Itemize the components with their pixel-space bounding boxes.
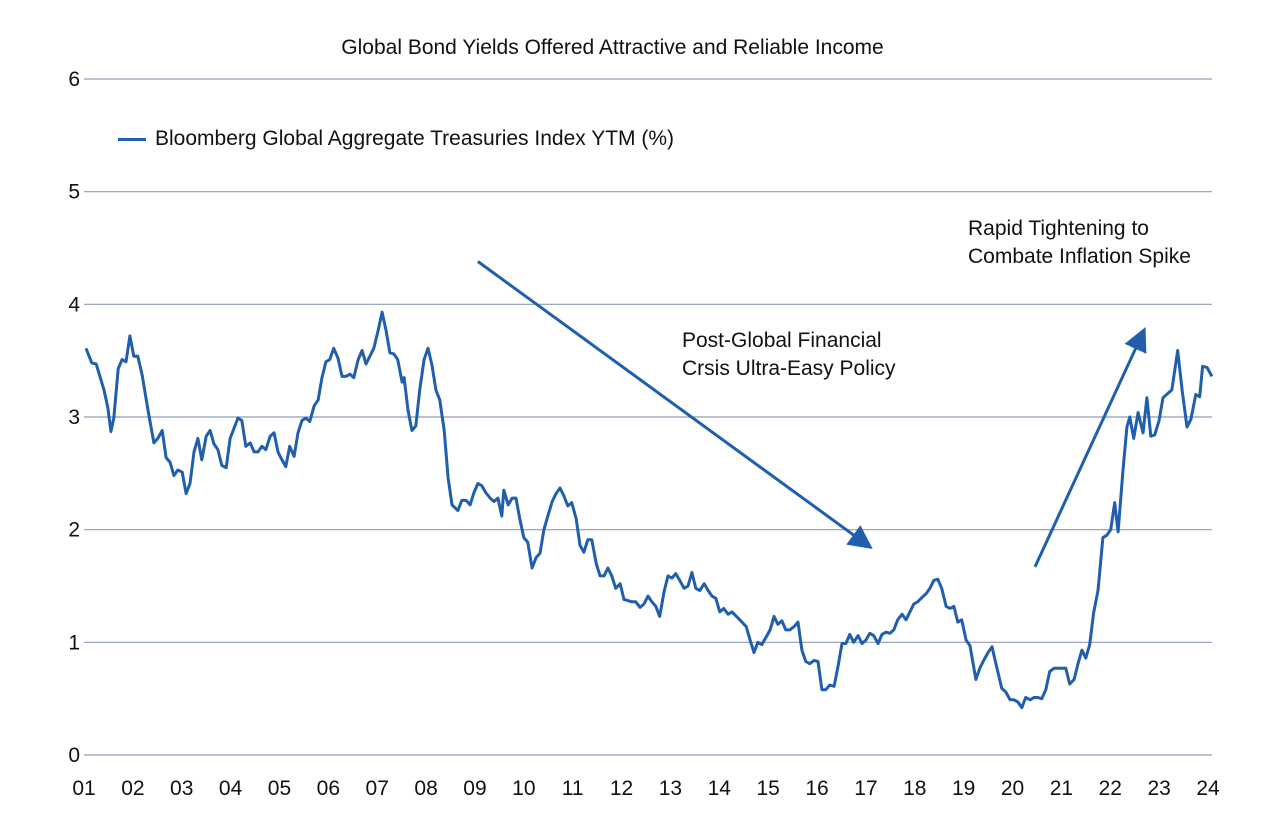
y-tick-label: 6	[68, 68, 80, 91]
x-tick-label: 11	[562, 777, 584, 800]
legend-label: Bloomberg Global Aggregate Treasuries In…	[155, 127, 675, 150]
x-tick-label: 10	[512, 777, 535, 800]
x-tick-label: 06	[317, 777, 340, 800]
x-tick-label: 02	[121, 777, 144, 800]
annotation-line: Rapid Tightening to	[968, 217, 1149, 240]
series-line	[84, 310, 1214, 710]
x-tick-label: 20	[1001, 777, 1024, 800]
y-tick-label: 1	[68, 631, 80, 654]
x-tick-label: 24	[1196, 777, 1220, 800]
y-tick-label: 4	[68, 293, 80, 316]
x-tick-label: 05	[268, 777, 291, 800]
annotation-arrow	[1033, 327, 1147, 568]
x-tick-label: 14	[708, 777, 732, 800]
x-tick-label: 13	[659, 777, 682, 800]
x-tick-label: 22	[1099, 777, 1122, 800]
x-tick-label: 21	[1050, 777, 1073, 800]
annotation-arrow	[477, 260, 873, 549]
x-tick-label: 17	[854, 777, 877, 800]
x-tick-label: 23	[1147, 777, 1170, 800]
y-tick-label: 5	[68, 181, 80, 204]
x-tick-label: 01	[72, 777, 95, 800]
legend-swatch	[118, 137, 146, 141]
x-tick-label: 16	[805, 777, 828, 800]
annotation-tightening: Rapid Tightening to Combate Inflation Sp…	[968, 215, 1191, 271]
annotation-line: Post-Global Financial	[682, 329, 882, 352]
annotation-line: Combate Inflation Spike	[968, 245, 1191, 268]
x-tick-label: 12	[610, 777, 633, 800]
x-tick-label: 15	[756, 777, 779, 800]
y-tick-label: 0	[68, 744, 80, 767]
legend: Bloomberg Global Aggregate Treasuries In…	[118, 127, 674, 151]
x-tick-label: 18	[903, 777, 926, 800]
x-tick-label: 03	[170, 777, 193, 800]
x-tick-label: 19	[952, 777, 975, 800]
chart-title: Global Bond Yields Offered Attractive an…	[341, 36, 884, 59]
y-tick-label: 3	[68, 406, 80, 429]
x-tick-label: 07	[366, 777, 389, 800]
x-tick-label: 04	[219, 777, 243, 800]
annotation-post-gfc: Post-Global Financial Crsis Ultra-Easy P…	[682, 327, 896, 383]
x-tick-label: 08	[414, 777, 437, 800]
annotation-line: Crsis Ultra-Easy Policy	[682, 357, 896, 380]
y-tick-label: 2	[68, 519, 80, 542]
x-tick-label: 09	[463, 777, 486, 800]
